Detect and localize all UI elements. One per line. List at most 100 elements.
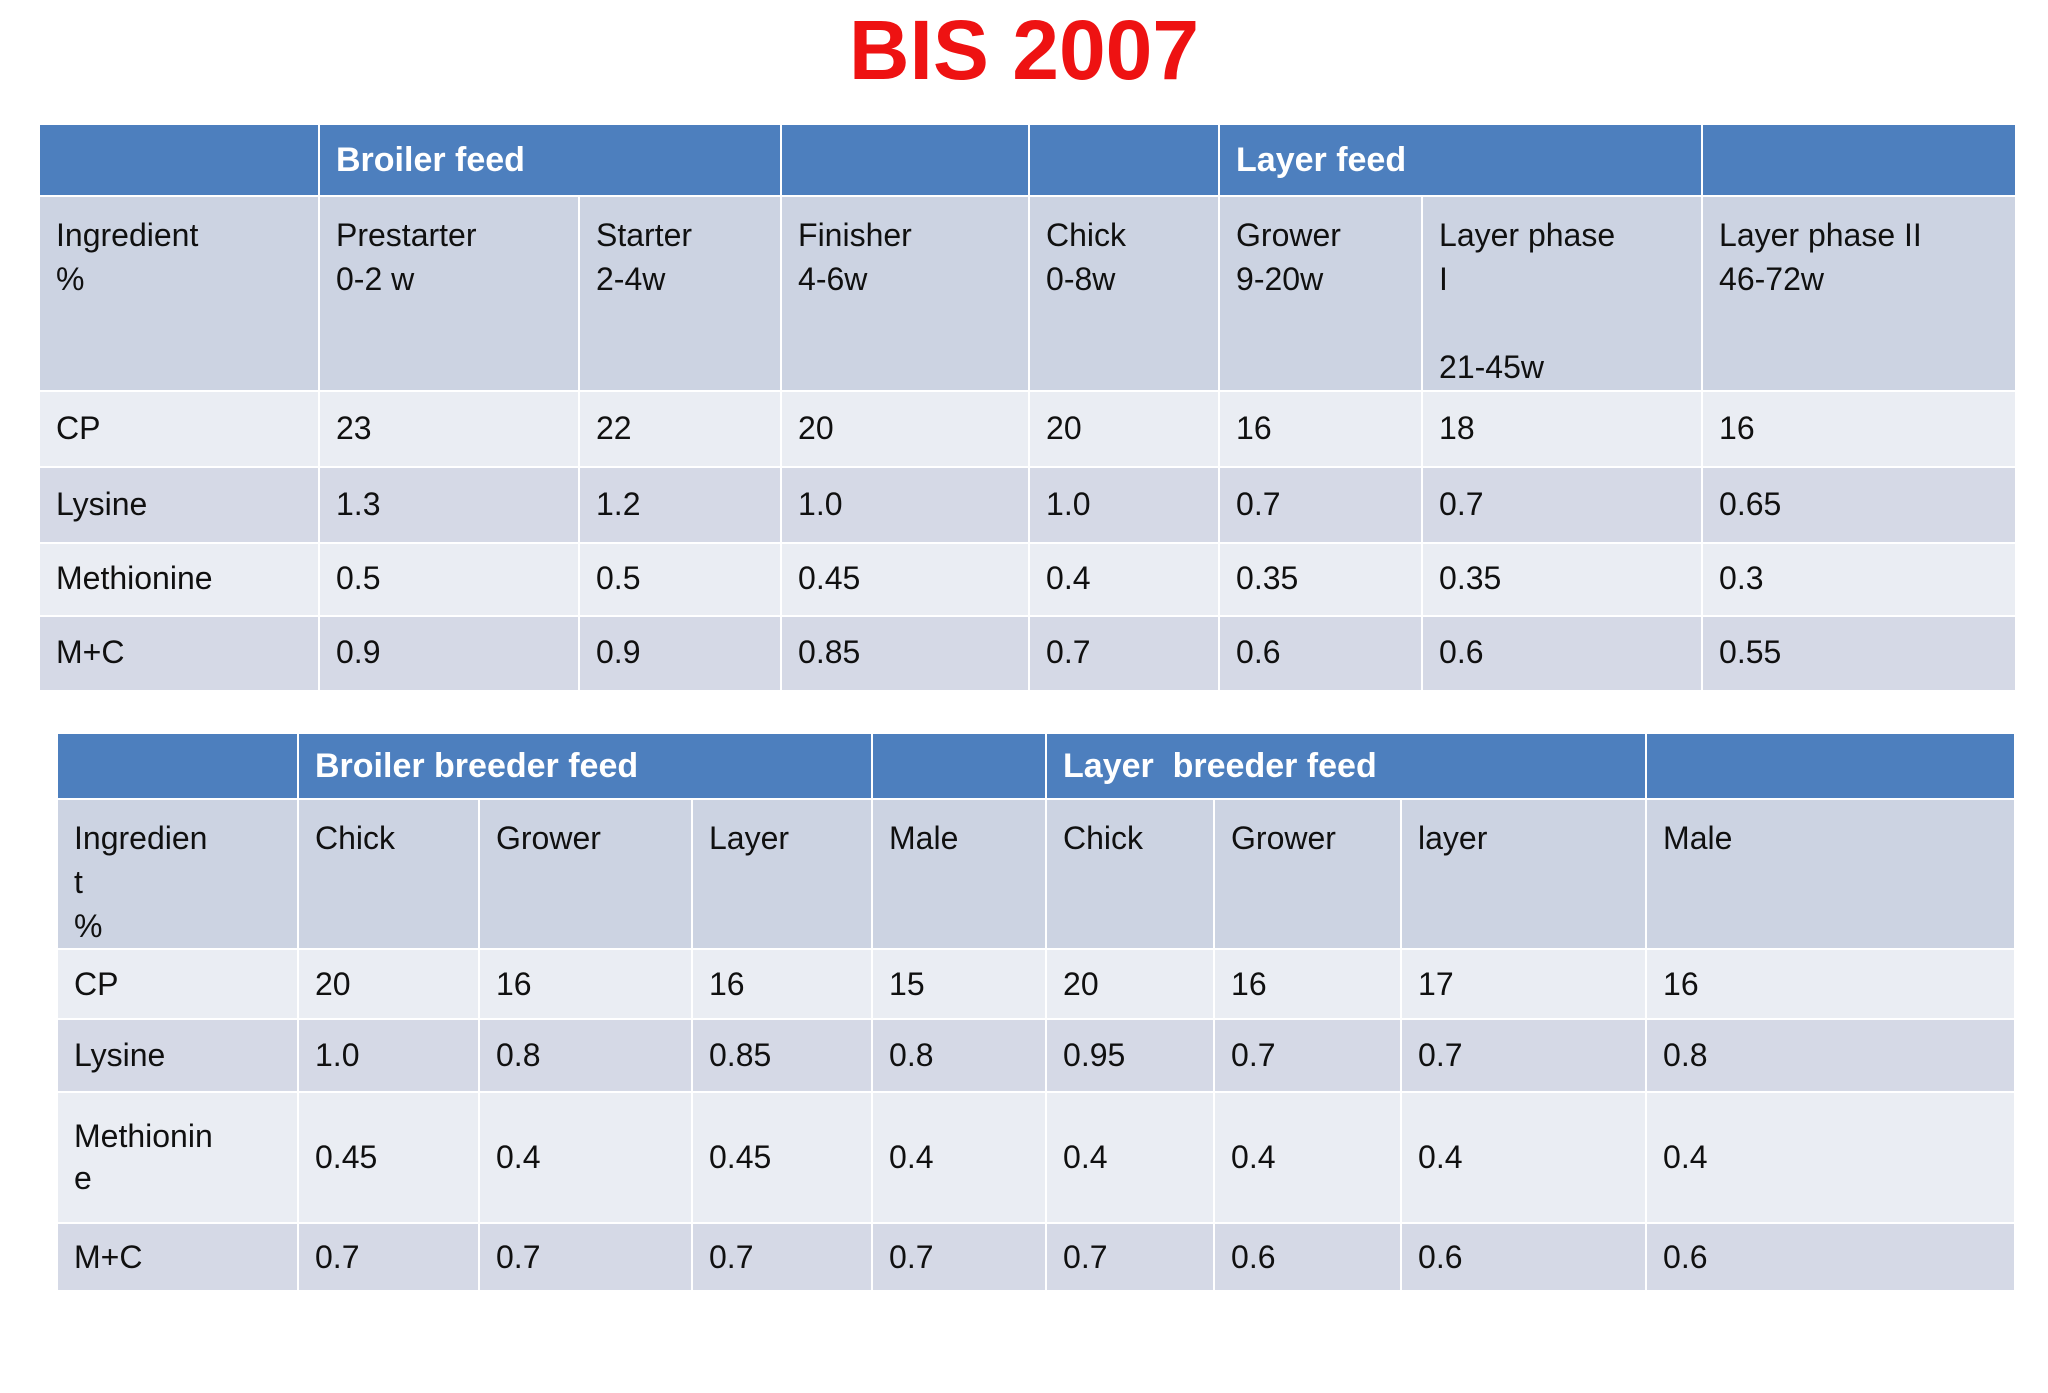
cell-value: 23	[336, 409, 372, 446]
column-header-cell: Chick 0-8w	[1028, 195, 1221, 392]
value-cell: 16	[1218, 389, 1424, 468]
cell-value: 1.0	[798, 485, 843, 522]
value-cell: 16	[690, 948, 874, 1021]
value-cell: 1.3	[318, 465, 580, 544]
cell-value: 0.7	[1439, 485, 1484, 522]
value-cell: 0.45	[690, 1091, 874, 1225]
value-cell: 16	[1701, 389, 2018, 468]
cell-value: 0.6	[1236, 634, 1281, 671]
cell-value: 0.85	[709, 1037, 772, 1074]
row-label-cell: Lysine	[38, 465, 320, 544]
banner-label: Layer feed	[1236, 140, 1407, 179]
row-label-cell: Methionine	[38, 541, 320, 617]
layer-breeder-feed-banner-cell: Layer breeder feed	[1045, 732, 1648, 800]
column-header-cell: Layer phase I 21-45w	[1421, 195, 1704, 392]
cell-value: 0.95	[1063, 1037, 1126, 1074]
value-cell: 0.6	[1400, 1222, 1648, 1293]
column-header-cell: Prestarter 0-2 w	[318, 195, 580, 392]
cell-value: 0.4	[889, 1139, 934, 1176]
cell-value: 0.7	[1046, 634, 1091, 671]
cell-value: 0.5	[336, 560, 381, 597]
cell-value: 0.35	[1439, 560, 1502, 597]
value-cell: 0.5	[318, 541, 580, 617]
value-cell: 18	[1421, 389, 1704, 468]
value-cell: 16	[1213, 948, 1403, 1021]
value-cell: 0.4	[871, 1091, 1048, 1225]
cell-value: 1.0	[1046, 485, 1091, 522]
cell-value: 0.4	[496, 1139, 541, 1176]
cell-value: 0.4	[1663, 1139, 1708, 1176]
column-header-label: Prestarter 0-2 w	[336, 217, 477, 298]
cell-value: 16	[1663, 965, 1699, 1002]
banner-label: Broiler feed	[336, 140, 525, 179]
cell-value: 1.0	[315, 1037, 360, 1074]
column-header-cell: Starter 2-4w	[577, 195, 783, 392]
value-cell: 20	[780, 389, 1031, 468]
row-label: M+C	[56, 634, 125, 671]
cell-value: 0.7	[496, 1238, 541, 1275]
value-cell: 1.2	[577, 465, 783, 544]
cell-value: 15	[889, 965, 925, 1002]
empty-banner-cell	[1028, 123, 1221, 197]
value-cell: 16	[478, 948, 693, 1021]
column-header-label: Ingredient %	[56, 217, 199, 298]
value-cell: 0.6	[1645, 1222, 2017, 1293]
value-cell: 0.55	[1701, 614, 2018, 692]
column-header-label: Finisher 4-6w	[798, 217, 912, 298]
empty-banner-cell	[56, 732, 299, 800]
cell-value: 0.7	[315, 1238, 360, 1275]
row-label: CP	[74, 965, 119, 1002]
cell-value: 0.45	[709, 1139, 772, 1176]
cell-value: 0.7	[889, 1238, 934, 1275]
row-label: Lysine	[56, 485, 148, 522]
cell-value: 0.85	[798, 634, 861, 671]
layer-feed-banner-cell: Layer feed	[1218, 123, 1704, 197]
row-label: Methionine	[74, 1118, 213, 1196]
column-header-cell: Male	[1645, 797, 2017, 951]
cell-value: 0.8	[889, 1037, 934, 1074]
table-row-lysine: Lysine 1.3 1.2 1.0 1.0 0.7 0.7 0.65	[38, 465, 2018, 544]
column-header-label: Grower	[1231, 820, 1336, 856]
value-cell: 0.7	[690, 1222, 874, 1293]
value-cell: 20	[297, 948, 480, 1021]
value-cell: 0.85	[690, 1018, 874, 1094]
value-cell: 23	[318, 389, 580, 468]
cell-value: 20	[1063, 965, 1099, 1002]
broiler-feed-banner-cell: Broiler feed	[317, 123, 783, 197]
cell-value: 0.8	[1663, 1037, 1708, 1074]
value-cell: 20	[1045, 948, 1216, 1021]
column-header-cell: Grower 9-20w	[1218, 195, 1424, 392]
row-label-cell: M+C	[56, 1222, 299, 1293]
table-row-methionine: Methionine 0.45 0.4 0.45 0.4 0.4 0.4 0.4 0.4	[56, 1091, 2017, 1225]
cell-value: 0.9	[596, 634, 641, 671]
breeder-feed-table: Broiler breeder feed Layer breeder feed In…	[56, 732, 2017, 1293]
cell-value: 22	[596, 409, 632, 446]
banner-label: Layer breeder feed	[1063, 746, 1377, 785]
value-cell: 0.85	[780, 614, 1031, 692]
row-label-cell: CP	[38, 389, 320, 468]
value-cell: 0.45	[780, 541, 1031, 617]
value-cell: 0.8	[478, 1018, 693, 1094]
value-cell: 0.9	[318, 614, 580, 692]
cell-value: 0.4	[1231, 1139, 1276, 1176]
value-cell: 0.4	[1213, 1091, 1403, 1225]
value-cell: 0.4	[1028, 541, 1221, 617]
value-cell: 0.5	[577, 541, 783, 617]
value-cell: 0.8	[1645, 1018, 2017, 1094]
broiler-breeder-feed-banner-cell: Broiler breeder feed	[296, 732, 874, 800]
column-header-label: Male	[889, 820, 959, 856]
column-header-cell: Grower	[478, 797, 693, 951]
cell-value: 0.7	[1063, 1238, 1108, 1275]
cell-value: 0.4	[1063, 1139, 1108, 1176]
cell-value: 0.8	[496, 1037, 541, 1074]
column-header-cell: Ingredient %	[38, 195, 320, 392]
value-cell: 0.7	[1400, 1018, 1648, 1094]
column-header-cell: Chick	[1045, 797, 1216, 951]
column-header-cell: Layer	[690, 797, 874, 951]
table-row-m-c: M+C 0.7 0.7 0.7 0.7 0.7 0.6 0.6 0.6	[56, 1222, 2017, 1293]
cell-value: 18	[1439, 409, 1475, 446]
cell-value: 16	[709, 965, 745, 1002]
cell-value: 17	[1418, 965, 1454, 1002]
value-cell: 0.6	[1213, 1222, 1403, 1293]
